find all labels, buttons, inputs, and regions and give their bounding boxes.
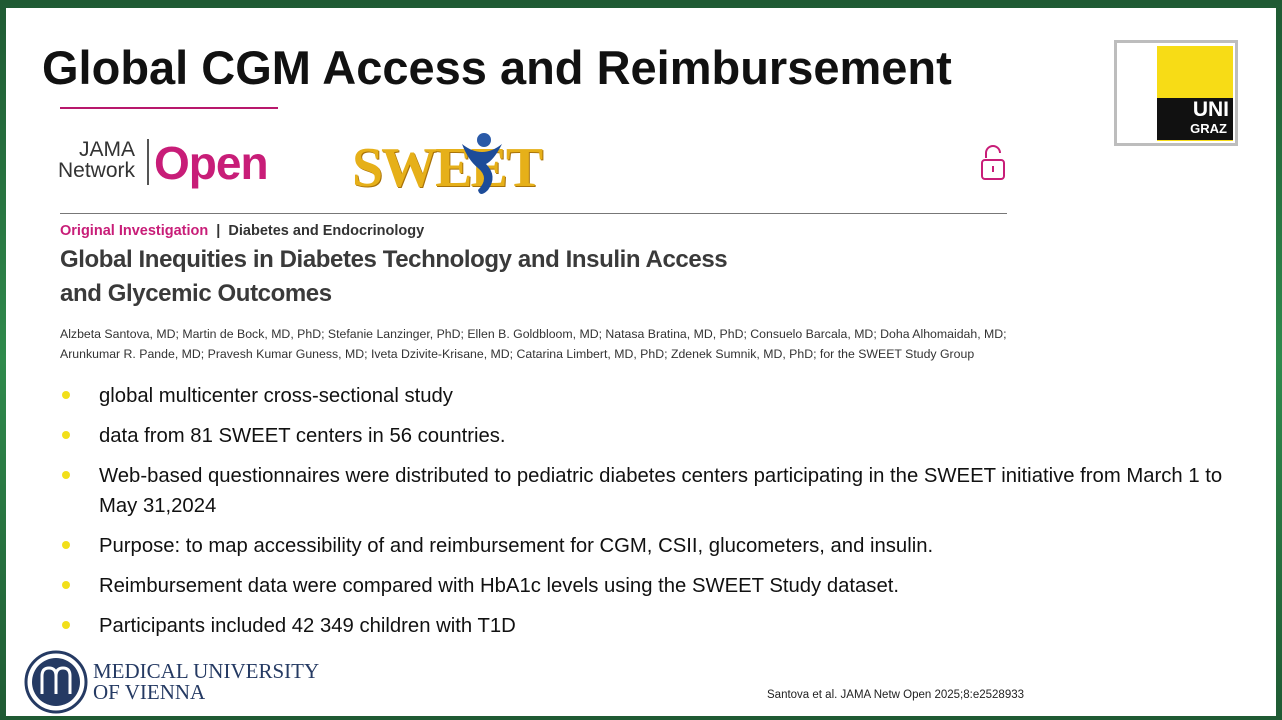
journal-logo: JAMA Network	[58, 139, 135, 181]
meduni-emblem	[24, 650, 88, 714]
separator: |	[208, 223, 229, 239]
logo-block: UNI GRAZ	[1157, 46, 1233, 141]
article-title: and Glycemic Outcomes	[60, 280, 332, 307]
logo-text: OF VIENNA	[93, 680, 206, 704]
bullet-list: global multicenter cross-sectional study…	[62, 382, 1262, 652]
logo-text: GRAZ	[1190, 121, 1227, 136]
meduni-logo: MEDICAL UNIVERSITY OF VIENNA	[93, 661, 319, 703]
uni-graz-logo: UNI GRAZ	[1114, 40, 1238, 146]
sweet-figure	[462, 133, 502, 194]
logo-separator	[147, 139, 149, 185]
logo-text: Network	[58, 159, 136, 182]
article-type: Original Investigation	[60, 223, 209, 239]
slide: Global CGM Access and Reimbursement UNI …	[6, 8, 1276, 716]
divider	[60, 213, 1007, 214]
authors: Alzbeta Santova, MD; Martin de Bock, MD,…	[60, 327, 1007, 341]
bullet: Web-based questionnaires were distribute…	[62, 462, 1259, 521]
article-title: Global Inequities in Diabetes Technology…	[60, 246, 728, 273]
logo-text: UNI	[1192, 98, 1229, 121]
logo-text: JAMA	[79, 138, 136, 161]
citation: Santova et al. JAMA Netw Open 2025;8:e25…	[767, 689, 1025, 701]
authors: Arunkumar R. Pande, MD; Pravesh Kumar Gu…	[60, 347, 975, 361]
logo-text: MEDICAL UNIVERSITY	[93, 659, 320, 683]
lock-icon	[981, 145, 1005, 180]
divider	[60, 107, 278, 109]
bullet: Reimbursement data were compared with Hb…	[62, 572, 1259, 602]
logo-bar	[1157, 98, 1233, 140]
sweet-logo: SWEET	[352, 137, 543, 199]
article-type: Original Investigation | Diabetes and En…	[60, 223, 424, 239]
slide-title: Global CGM Access and Reimbursement	[42, 41, 952, 94]
logo-text: Open	[154, 137, 269, 189]
bullet: Purpose: to map accessibility of and rei…	[62, 532, 1259, 562]
bullet: data from 81 SWEET centers in 56 countri…	[62, 422, 1259, 452]
bullet: Participants included 42 349 children wi…	[62, 612, 1259, 642]
article-section: Diabetes and Endocrinology	[228, 223, 425, 239]
bullet: global multicenter cross-sectional study	[62, 382, 1259, 412]
